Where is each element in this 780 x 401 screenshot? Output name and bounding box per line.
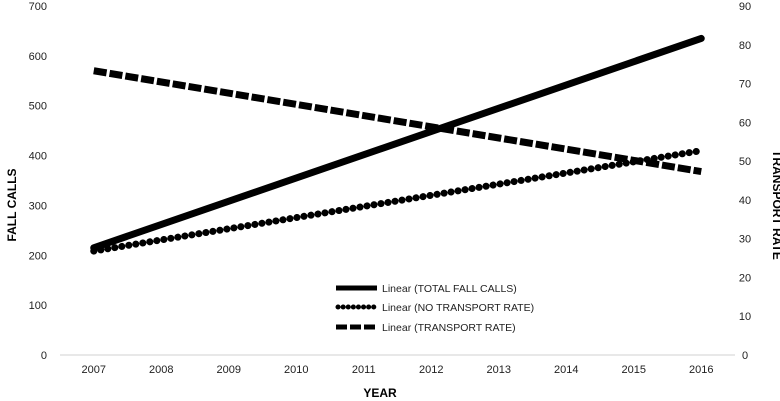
y-right-tick-label: 30 bbox=[739, 234, 751, 246]
y-right-tick-label: 70 bbox=[739, 79, 751, 91]
y-right-tick-label: 0 bbox=[742, 350, 748, 362]
x-tick-label: 2014 bbox=[554, 364, 578, 376]
y-axis-left-title: FALL CALLS bbox=[5, 168, 19, 241]
x-tick-label: 2011 bbox=[352, 364, 376, 376]
y-left-tick-label: 600 bbox=[29, 51, 47, 63]
y-left-tick-label: 100 bbox=[29, 300, 47, 312]
y-right-tick-label: 80 bbox=[739, 40, 751, 52]
y-axis-right-title: TRANSPORT RATE bbox=[770, 150, 780, 260]
legend: Linear (TOTAL FALL CALLS) Linear (NO TRA… bbox=[335, 283, 534, 334]
x-tick-label: 2008 bbox=[149, 364, 173, 376]
legend-label-transport-rate: Linear (TRANSPORT RATE) bbox=[382, 322, 516, 334]
y-left-tick-label: 300 bbox=[29, 200, 47, 212]
series-line-linear-no-transport-rate bbox=[90, 147, 705, 255]
right-axis-ticks: 0 10 20 30 40 50 60 70 80 90 bbox=[739, 1, 751, 362]
y-left-tick-label: 200 bbox=[29, 250, 47, 262]
series-line-linear-transport-rate bbox=[93, 67, 702, 176]
x-tick-label: 2013 bbox=[487, 364, 511, 376]
y-right-tick-label: 40 bbox=[739, 195, 751, 207]
x-tick-label: 2010 bbox=[284, 364, 308, 376]
x-tick-label: 2012 bbox=[419, 364, 443, 376]
x-tick-label: 2007 bbox=[82, 364, 106, 376]
x-tick-label: 2015 bbox=[622, 364, 646, 376]
series-layer bbox=[90, 34, 705, 255]
y-right-tick-label: 60 bbox=[739, 117, 751, 129]
y-right-tick-label: 50 bbox=[739, 156, 751, 168]
left-axis-ticks: 0 100 200 300 400 500 600 700 bbox=[29, 1, 47, 362]
y-left-tick-label: 700 bbox=[29, 1, 47, 13]
y-left-tick-label: 400 bbox=[29, 151, 47, 163]
x-axis-ticks: 2007 2008 2009 2010 2011 2012 2013 2014 2015 2016 bbox=[82, 364, 714, 376]
y-left-tick-label: 0 bbox=[41, 350, 47, 362]
legend-label-total-fall-calls: Linear (TOTAL FALL CALLS) bbox=[382, 283, 517, 295]
x-tick-label: 2016 bbox=[689, 364, 713, 376]
y-right-tick-label: 10 bbox=[739, 311, 751, 323]
y-right-tick-label: 20 bbox=[739, 272, 751, 284]
legend-label-no-transport-rate: Linear (NO TRANSPORT RATE) bbox=[382, 302, 534, 314]
y-right-tick-label: 90 bbox=[739, 1, 751, 13]
x-axis-title: YEAR bbox=[363, 386, 397, 400]
y-left-tick-label: 500 bbox=[29, 101, 47, 113]
series-line-linear-total-fall-calls bbox=[90, 34, 705, 252]
x-tick-label: 2009 bbox=[217, 364, 241, 376]
